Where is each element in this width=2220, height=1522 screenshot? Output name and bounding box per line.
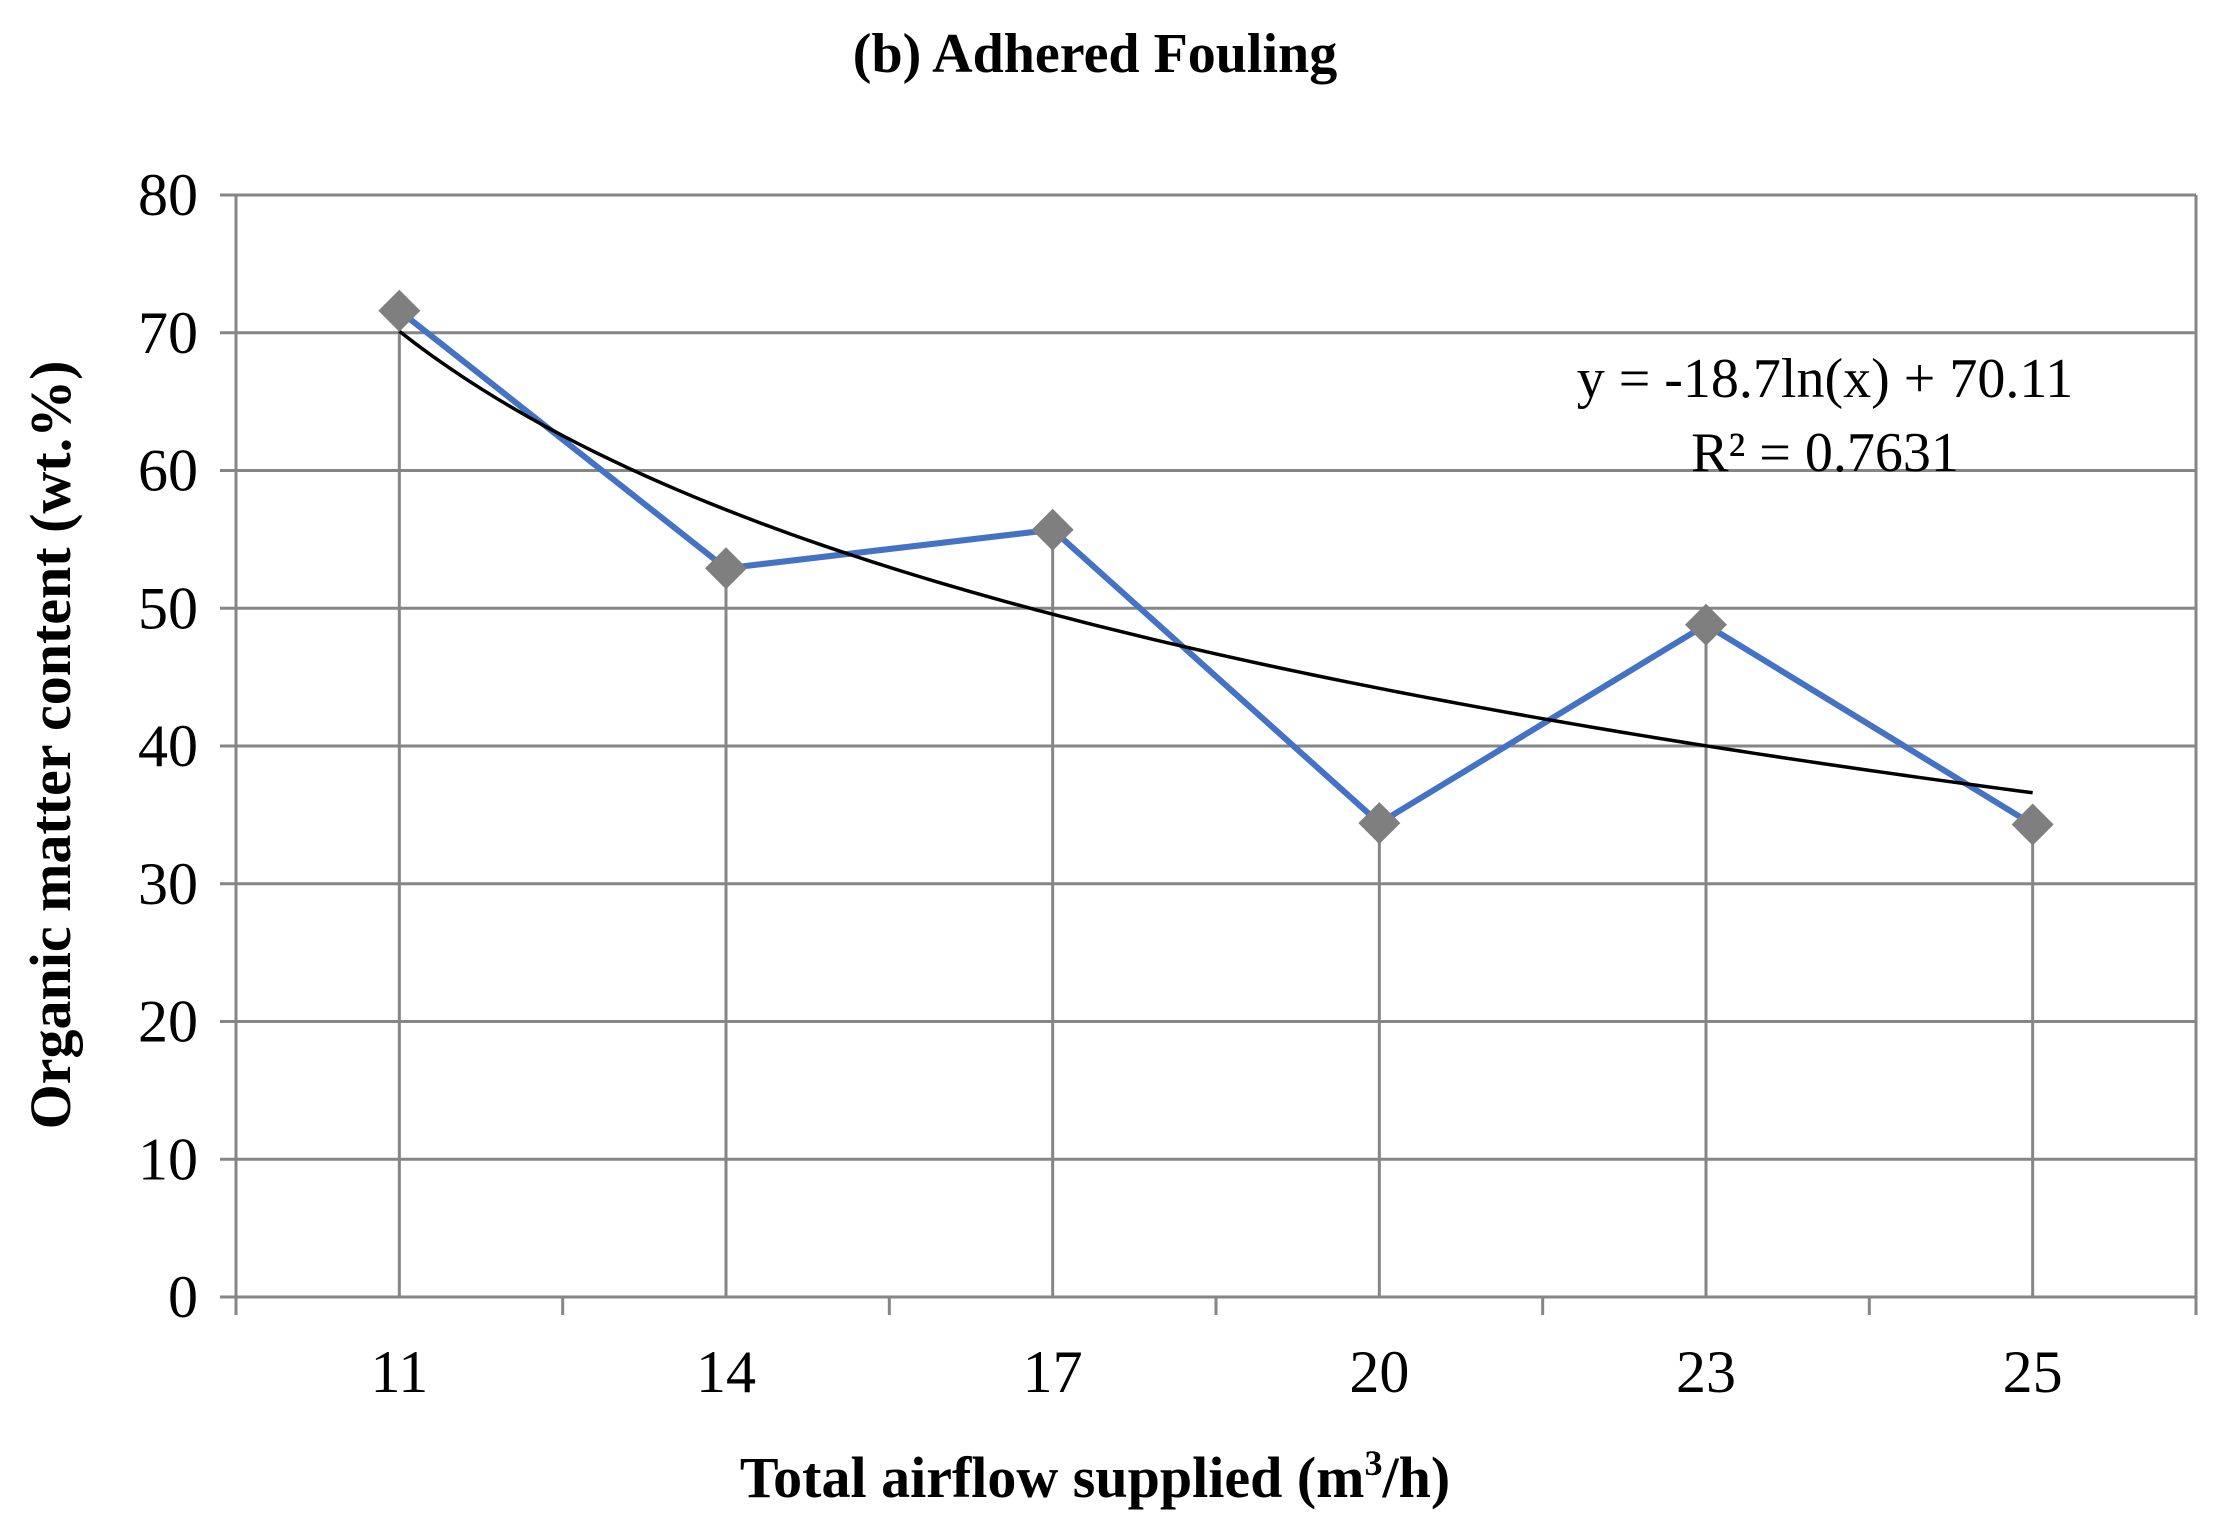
data-point-marker <box>378 289 421 332</box>
y-tick-label: 50 <box>138 575 198 641</box>
x-tick-label: 20 <box>1349 1339 1409 1405</box>
y-tick-label: 20 <box>138 989 198 1055</box>
trendline <box>398 329 2033 795</box>
x-axis-title-superscript: 3 <box>1364 1443 1382 1483</box>
y-tick-label: 70 <box>138 300 198 366</box>
x-axis-title: Total airflow supplied (m3/h) <box>740 1443 1450 1510</box>
axes: 0 10 20 30 40 50 60 70 80 11 14 17 20 23 25 <box>138 162 2198 1405</box>
x-tick-label: 11 <box>370 1339 428 1405</box>
data-point-marker <box>1358 802 1401 845</box>
data-point-marker <box>705 547 747 590</box>
y-tick-label: 30 <box>138 851 198 917</box>
x-tick-label: 14 <box>696 1339 756 1405</box>
y-axis-title: Organic matter content (wt.%) <box>18 361 83 1130</box>
series-layer <box>378 289 2054 1297</box>
x-axis-title-main: Total airflow supplied (m <box>740 1445 1365 1510</box>
y-tick-label: 0 <box>168 1264 198 1330</box>
y-tick-label: 10 <box>138 1126 198 1192</box>
gridlines <box>236 193 2196 1161</box>
x-tick-label: 17 <box>1023 1339 1083 1405</box>
data-point-marker <box>1685 603 1727 646</box>
text-layer: (b) Adhered Fouling Total airflow suppli… <box>18 23 2073 1510</box>
data-point-marker <box>1031 508 1074 551</box>
x-tick-label: 25 <box>2003 1339 2063 1405</box>
y-tick-label: 40 <box>138 713 198 779</box>
trendline-r-squared: R² = 0.7631 <box>1691 422 1959 484</box>
data-point-marker <box>2011 803 2054 846</box>
chart-title: (b) Adhered Fouling <box>853 23 1337 85</box>
x-axis-title-tail: /h) <box>1381 1445 1450 1510</box>
series-line <box>397 308 2035 828</box>
y-tick-label: 60 <box>138 438 198 504</box>
x-tick-label: 23 <box>1676 1339 1736 1405</box>
y-tick-label: 80 <box>138 162 198 228</box>
trendline-equation: y = -18.7ln(x) + 70.11 <box>1577 348 2074 410</box>
